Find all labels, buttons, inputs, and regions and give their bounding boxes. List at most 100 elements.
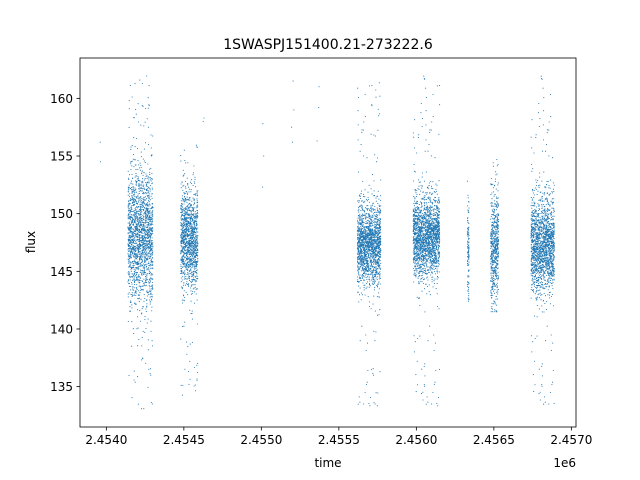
data-point xyxy=(137,269,139,271)
data-point xyxy=(359,229,361,231)
data-point xyxy=(131,208,133,210)
data-point xyxy=(130,226,132,228)
data-point xyxy=(372,265,374,267)
data-point xyxy=(151,244,153,246)
data-point xyxy=(131,218,134,220)
data-point xyxy=(131,307,133,309)
data-point xyxy=(368,201,370,203)
data-point xyxy=(144,239,146,241)
data-point xyxy=(137,222,140,225)
data-point xyxy=(378,258,380,261)
data-point xyxy=(191,263,194,265)
data-point xyxy=(371,231,374,233)
data-point xyxy=(378,296,380,298)
data-point xyxy=(357,262,359,264)
data-point xyxy=(142,190,144,192)
data-point xyxy=(413,235,415,238)
data-point xyxy=(359,274,361,276)
data-point xyxy=(148,178,150,180)
data-point xyxy=(140,208,142,210)
data-point xyxy=(377,211,379,213)
data-point xyxy=(150,298,153,300)
data-point xyxy=(193,213,195,215)
data-point xyxy=(359,253,361,255)
data-point xyxy=(146,75,148,77)
data-point xyxy=(365,334,367,336)
data-point xyxy=(379,274,381,276)
data-point xyxy=(363,231,365,233)
data-point xyxy=(143,207,146,209)
data-point xyxy=(132,154,135,156)
data-point xyxy=(136,272,139,274)
data-point xyxy=(130,199,133,201)
data-point xyxy=(191,312,193,315)
data-point xyxy=(192,256,194,258)
data-point xyxy=(375,250,378,252)
data-point xyxy=(375,259,377,261)
data-point xyxy=(373,401,375,404)
data-point xyxy=(360,279,362,282)
data-point xyxy=(186,245,188,247)
data-point xyxy=(139,215,141,217)
data-point xyxy=(357,258,359,261)
data-point xyxy=(186,193,188,195)
data-point xyxy=(413,250,415,252)
data-point xyxy=(133,370,135,372)
data-point xyxy=(141,312,143,314)
data-point xyxy=(195,220,197,222)
data-point xyxy=(131,283,133,285)
data-point xyxy=(140,209,142,211)
data-point xyxy=(186,253,188,255)
data-point xyxy=(372,244,374,246)
data-point xyxy=(192,209,194,211)
data-point xyxy=(379,223,381,226)
data-point xyxy=(361,131,363,133)
data-point xyxy=(360,252,362,254)
data-point xyxy=(141,82,143,85)
data-point xyxy=(137,228,139,230)
data-point xyxy=(362,180,364,182)
data-point xyxy=(189,214,191,216)
data-point xyxy=(192,237,194,239)
data-point xyxy=(186,262,188,264)
data-point xyxy=(130,254,132,256)
data-point xyxy=(148,227,150,229)
data-point xyxy=(357,259,359,261)
data-point xyxy=(196,192,198,194)
data-point xyxy=(149,190,151,192)
data-point xyxy=(180,217,182,219)
data-point xyxy=(129,310,132,312)
data-point xyxy=(195,256,197,259)
data-point xyxy=(140,289,142,291)
data-point xyxy=(193,277,195,279)
data-point xyxy=(378,82,380,84)
data-point xyxy=(183,278,185,280)
data-point xyxy=(358,251,360,253)
data-point xyxy=(368,266,370,268)
data-point xyxy=(134,191,136,193)
data-point xyxy=(195,218,197,220)
data-point xyxy=(377,190,379,192)
data-point xyxy=(186,240,189,242)
data-point xyxy=(373,231,375,233)
data-point xyxy=(130,245,132,247)
data-point xyxy=(149,208,151,210)
data-point xyxy=(145,308,147,310)
data-point xyxy=(138,301,140,303)
data-point xyxy=(137,229,139,231)
data-point xyxy=(370,254,372,256)
data-point xyxy=(360,251,362,253)
data-point xyxy=(146,274,148,276)
data-point xyxy=(142,243,144,245)
data-point xyxy=(364,259,366,262)
data-point xyxy=(135,206,137,208)
data-point xyxy=(365,272,367,274)
data-point xyxy=(144,316,146,318)
data-point xyxy=(138,185,140,187)
data-point xyxy=(152,242,154,244)
data-point xyxy=(139,217,142,219)
data-point xyxy=(376,255,378,257)
data-point xyxy=(192,219,194,221)
data-point xyxy=(182,266,184,268)
